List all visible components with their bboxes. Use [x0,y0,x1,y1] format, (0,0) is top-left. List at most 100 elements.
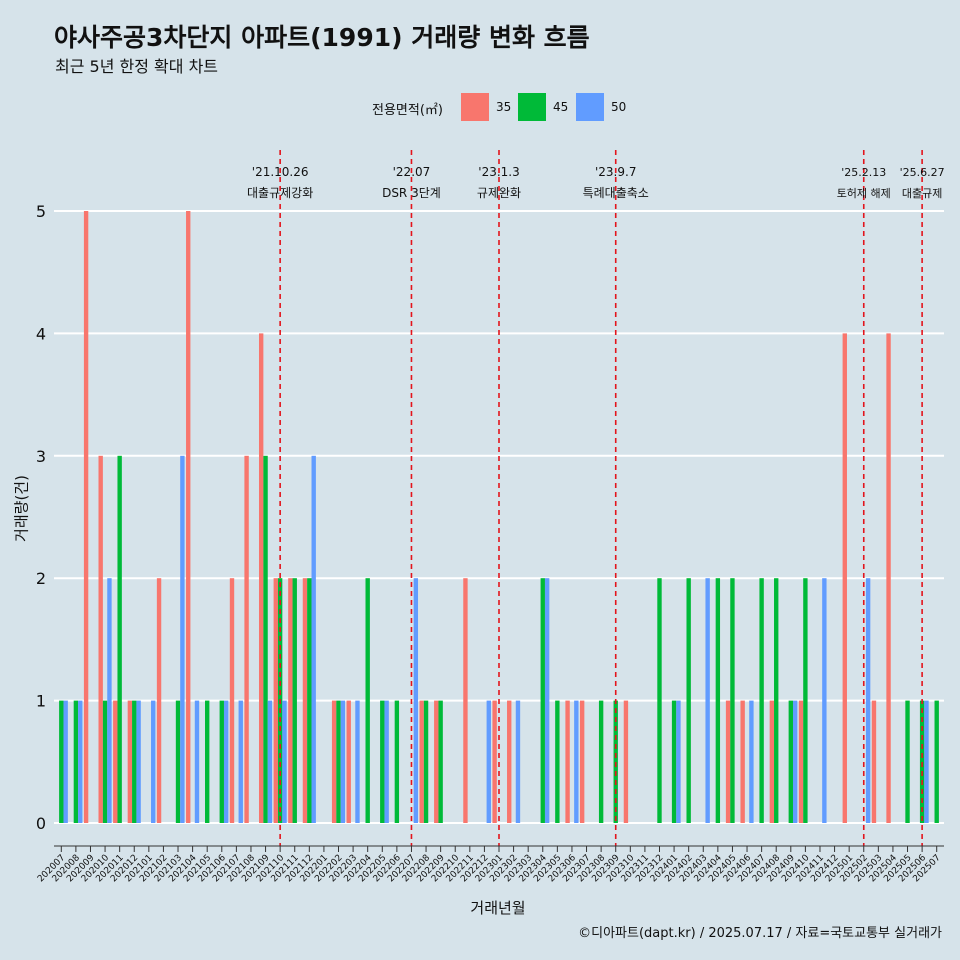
bar-35-202011 [113,700,118,823]
bar-35-202110 [273,578,278,823]
bar-35-202104 [186,211,191,823]
bar-45-202304 [540,578,545,823]
bar-35-202408 [769,700,775,823]
bar-50-202202 [340,700,346,823]
bar-50-202302 [515,700,521,823]
bar-50-202110 [282,700,287,823]
bar-50-202104 [194,700,200,823]
annotation-label: DSR 3단계 [382,186,441,200]
annotation-date: '23.1.3 [478,165,519,179]
bar-35-202010 [98,455,103,823]
y-tick-label: 3 [36,447,46,466]
bar-50-202203 [355,700,360,823]
bar-45-202204 [365,578,370,823]
bar-35-202211 [463,578,468,823]
bar-50-202306 [574,700,579,823]
legend: 전용면적(㎡) 35 45 50 [0,92,960,122]
bar-45-202209 [438,700,443,823]
legend-label-35: 35 [496,100,512,114]
y-axis-label: 거래량(건) [12,475,31,542]
bar-35-202202 [331,700,337,823]
bar-50-202101 [151,700,156,823]
legend-title: 전용면적(㎡) [372,103,443,118]
caption: ©디아파트(dapt.kr) / 2025.07.17 / 자료=국토교통부 실… [578,926,942,941]
bar-45-202010 [102,700,108,823]
bar-45-202409 [788,700,793,823]
bar-35-202012 [127,700,133,823]
bar-45-202008 [73,700,79,823]
bar-45-202106 [219,700,224,823]
bar-35-202112 [302,578,308,823]
bar-50-202502 [865,578,871,823]
bar-50-202010 [107,578,112,823]
bar-50-202506 [924,700,929,823]
annotation-label: 규제완화 [477,186,521,200]
bar-50-202012 [136,700,141,823]
annotation-label: 대출규제 [902,187,942,200]
bar-45-202112 [307,578,312,823]
bar-45-202401 [671,700,677,823]
bar-45-202410 [803,578,808,823]
bar-45-202011 [117,455,122,823]
bar-45-202407 [759,578,764,823]
bar-45-202308 [598,700,604,823]
bar-50-202403 [705,578,710,823]
chart-title: 야사주공3차단지 아파트(1991) 거래량 변화 흐름 [54,23,590,52]
bar-50-202205 [384,700,389,823]
legend-label-45: 45 [553,100,569,114]
bar-45-202305 [555,700,560,823]
bar-45-202205 [380,700,385,823]
x-axis-label: 거래년월 [470,899,526,917]
bar-35-202111 [288,578,293,823]
bar-45-202309 [613,700,618,823]
bar-35-202307 [579,700,585,823]
bar-45-202312 [657,578,662,823]
y-tick-label: 4 [36,324,46,343]
bar-35-202203 [346,700,351,823]
annotation-label: 대출규제강화 [247,186,313,200]
bar-35-202107 [229,578,235,823]
bar-35-202310 [623,700,629,823]
bar-45-202507 [934,700,939,823]
bar-50-202409 [792,700,798,823]
bar-45-202012 [132,700,137,823]
bar-50-202304 [544,578,550,823]
bar-50-202401 [676,700,681,823]
legend-label-50: 50 [611,100,627,114]
legend-swatch-45 [518,93,546,121]
y-tick-label: 2 [36,569,46,588]
bar-50-202007 [63,700,68,823]
bar-50-202103 [180,455,185,823]
annotation-date: '25.2.13 [841,166,886,179]
legend-swatch-35 [461,93,489,121]
bar-50-202008 [78,700,83,823]
bar-45-202405 [730,578,735,823]
bar-45-202408 [774,578,779,823]
bar-50-202109 [267,700,273,823]
bar-35-202108 [244,455,249,823]
bar-45-202109 [263,455,268,823]
chart-subtitle: 최근 5년 한정 확대 차트 [55,57,219,76]
bar-35-202306 [565,700,570,823]
bar-50-202106 [223,700,229,823]
annotation-date: '21.10.26 [252,165,309,179]
bar-35-202503 [871,700,877,823]
bar-45-202202 [336,700,341,823]
bar-45-202105 [205,700,210,823]
bar-35-202302 [507,700,512,823]
annotation-label: 특례대출축소 [583,186,649,200]
annotation-label: 토허제 해제 [837,186,891,200]
bar-35-202405 [725,700,731,823]
bar-50-202107 [238,700,243,823]
bar-45-202506 [919,700,925,823]
bar-50-202207 [413,578,419,823]
annotation-date: '23.9.7 [595,165,636,179]
bar-50-202112 [311,455,316,823]
bar-35-202209 [434,700,439,823]
bar-45-202103 [175,700,181,823]
bar-35-202410 [798,700,804,823]
bar-35-202501 [842,333,847,823]
bar-45-202206 [394,700,400,823]
bar-50-202212 [486,700,491,823]
